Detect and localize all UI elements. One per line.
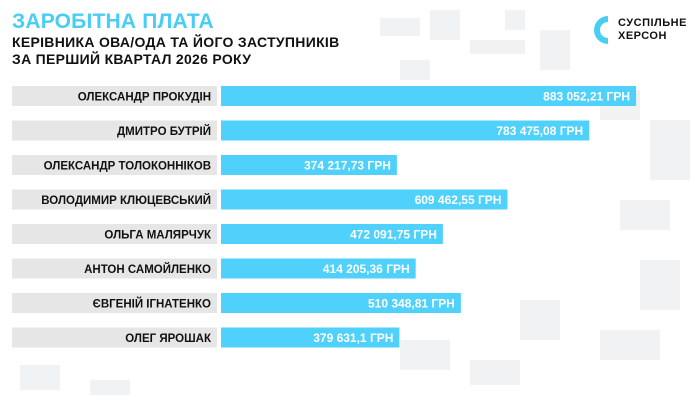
bar-value-label: 379 631,1 ГРН [313,331,393,345]
bar [221,120,590,141]
header: ЗАРОБІТНА ПЛАТА КЕРІВНИКА ОВА/ОДА ТА ЙОГ… [12,10,340,68]
logo-line-2: ХЕРСОН [618,30,667,42]
category-label: ОЛЕГ ЯРОШАК [125,333,212,345]
bar [221,293,461,313]
bar [221,258,416,279]
category-label: ОЛЕКСАНДР ТОЛОКОННІКОВ [44,161,211,173]
category-label-bg [12,224,217,244]
bar-value-label: 374 217,73 ГРН [304,159,391,173]
category-label: ДМИТРО БУТРІЙ [117,125,211,138]
bar [221,327,400,348]
bar [221,189,508,210]
bar-value-label: 609 462,55 ГРН [415,193,502,207]
suspilne-logo-icon [594,16,608,44]
category-label: АНТОН САМОЙЛЕНКО [84,263,211,276]
bar-value-label: 472 091,75 ГРН [350,228,437,242]
bar [221,86,637,106]
category-label: ОЛЬГА МАЛЯРЧУК [104,230,212,242]
category-label: ЄВГЕНІЙ ІГНАТЕНКО [93,298,211,311]
category-label: ВОЛОДИМИР КЛЮЦЕВСЬКИЙ [41,194,211,207]
category-label-bg [12,258,217,279]
category-label-bg [12,120,217,141]
bar-value-label: 883 052,21 ГРН [543,90,630,104]
chart-title: ЗАРОБІТНА ПЛАТА [12,10,214,33]
logo-line-1: СУСПІЛЬНЕ [618,17,687,29]
chart-subtitle-line-2: ЗА ПЕРШИЙ КВАРТАЛ 2026 РОКУ [12,51,252,67]
bar-value-label: 510 348,81 ГРН [368,297,455,311]
category-label-bg [12,86,217,106]
category-label-bg [12,327,217,348]
bar-value-label: 414 205,36 ГРН [323,262,410,276]
bar [221,224,443,244]
bar [221,155,397,175]
category-label-bg [12,293,217,313]
bar-value-label: 783 475,08 ГРН [496,124,583,138]
chart-subtitle-line-1: КЕРІВНИКА ОВА/ОДА ТА ЙОГО ЗАСТУПНИКІВ [12,34,340,50]
brand-logo: СУСПІЛЬНЕ ХЕРСОН [592,14,687,46]
category-label-bg [12,189,217,210]
category-label: ОЛЕКСАНДР ПРОКУДІН [78,92,211,104]
category-label-bg [12,155,217,175]
